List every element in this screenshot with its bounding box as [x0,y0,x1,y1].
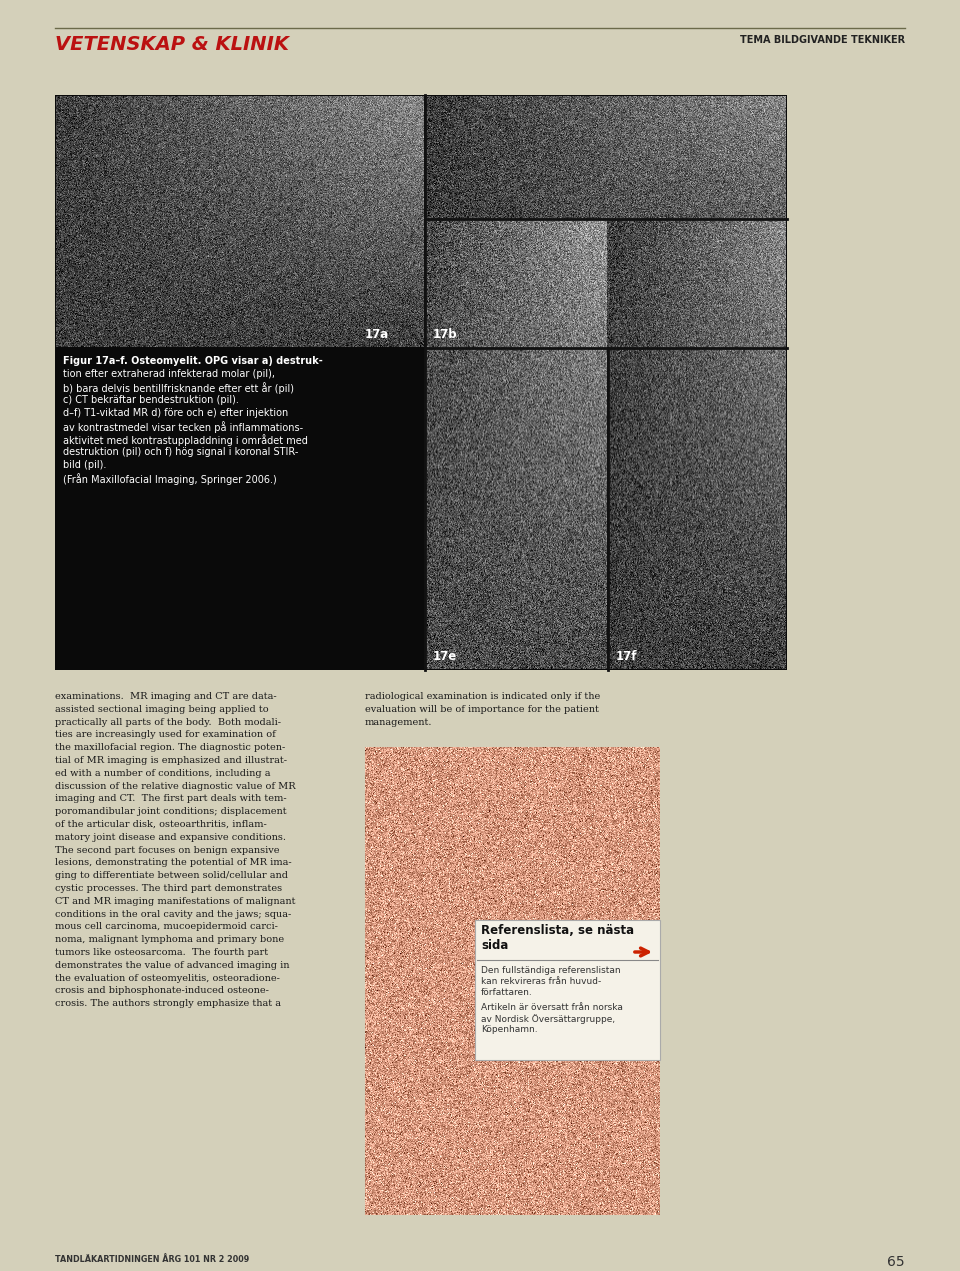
Text: mous cell carcinoma, mucoepidermoid carci-: mous cell carcinoma, mucoepidermoid carc… [55,923,277,932]
Text: demonstrates the value of advanced imaging in: demonstrates the value of advanced imagi… [55,961,290,970]
Text: assisted sectional imaging being applied to: assisted sectional imaging being applied… [55,705,269,714]
Text: 17e: 17e [433,649,457,663]
Text: Artikeln är översatt från norska: Artikeln är översatt från norska [481,1003,623,1012]
Text: (Från Maxillofacial Imaging, Springer 2006.): (Från Maxillofacial Imaging, Springer 20… [63,473,276,486]
Text: 17f: 17f [616,649,637,663]
Bar [475,920,660,1060]
Text: d–f) T1-viktad MR d) före och e) efter injektion: d–f) T1-viktad MR d) före och e) efter i… [63,408,288,418]
Text: b) bara delvis bentillfrisknande efter ett år (pil): b) bara delvis bentillfrisknande efter e… [63,383,294,394]
Text: VETENSKAP & KLINIK: VETENSKAP & KLINIK [55,36,289,53]
Text: destruktion (pil) och f) hög signal i koronal STIR-: destruktion (pil) och f) hög signal i ko… [63,447,299,458]
Text: 17b: 17b [433,328,458,341]
Text: c) CT bekräftar bendestruktion (pil).: c) CT bekräftar bendestruktion (pil). [63,395,239,405]
Text: Den fullständiga referenslistan: Den fullständiga referenslistan [481,966,620,975]
Text: av Nordisk Översättargruppe,: av Nordisk Översättargruppe, [481,1014,615,1024]
Text: practically all parts of the body.  Both modali-: practically all parts of the body. Both … [55,718,281,727]
Text: radiological examination is indicated only if the: radiological examination is indicated on… [365,691,600,702]
Text: the evaluation of osteomyelitis, osteoradione-: the evaluation of osteomyelitis, osteora… [55,974,280,982]
Text: conditions in the oral cavity and the jaws; squa-: conditions in the oral cavity and the ja… [55,910,291,919]
Text: Köpenhamn.: Köpenhamn. [481,1024,538,1035]
Text: Figur 17a–f. Osteomyelit. OPG visar a) destruk-: Figur 17a–f. Osteomyelit. OPG visar a) d… [63,356,323,366]
Text: Referenslista, se nästa
sida: Referenslista, se nästa sida [481,924,635,952]
Text: poromandibular joint conditions; displacement: poromandibular joint conditions; displac… [55,807,287,816]
Text: aktivitet med kontrastuppladdning i området med: aktivitet med kontrastuppladdning i områ… [63,433,308,446]
Text: cystic processes. The third part demonstrates: cystic processes. The third part demonst… [55,885,282,894]
Text: 65: 65 [887,1254,905,1268]
Text: the maxillofacial region. The diagnostic poten-: the maxillofacial region. The diagnostic… [55,744,285,752]
Text: kan rekvireras från huvud-: kan rekvireras från huvud- [481,977,601,986]
Text: management.: management. [365,718,433,727]
Text: av kontrastmedel visar tecken på inflammations-: av kontrastmedel visar tecken på inflamm… [63,421,303,433]
Text: matory joint disease and expansive conditions.: matory joint disease and expansive condi… [55,833,286,841]
Text: lesions, demonstrating the potential of MR ima-: lesions, demonstrating the potential of … [55,858,292,867]
Text: författaren.: författaren. [481,988,533,996]
Text: ed with a number of conditions, including a: ed with a number of conditions, includin… [55,769,271,778]
Text: CT and MR imaging manifestations of malignant: CT and MR imaging manifestations of mali… [55,897,296,906]
Text: discussion of the relative diagnostic value of MR: discussion of the relative diagnostic va… [55,782,296,791]
Bar [55,95,787,670]
Text: imaging and CT.  The first part deals with tem-: imaging and CT. The first part deals wit… [55,794,287,803]
Text: of the articular disk, osteoarthritis, inflam-: of the articular disk, osteoarthritis, i… [55,820,267,829]
Text: The second part focuses on benign expansive: The second part focuses on benign expans… [55,845,279,854]
Text: ties are increasingly used for examination of: ties are increasingly used for examinati… [55,731,276,740]
Text: noma, malignant lymphoma and primary bone: noma, malignant lymphoma and primary bon… [55,935,284,944]
Text: evaluation will be of importance for the patient: evaluation will be of importance for the… [365,705,599,714]
Text: crosis. The authors strongly emphasize that a: crosis. The authors strongly emphasize t… [55,999,281,1008]
Text: TEMA BILDGIVANDE TEKNIKER: TEMA BILDGIVANDE TEKNIKER [740,36,905,44]
Text: 17a: 17a [365,328,389,341]
Text: ging to differentiate between solid/cellular and: ging to differentiate between solid/cell… [55,871,288,881]
Text: crosis and biphosphonate-induced osteone-: crosis and biphosphonate-induced osteone… [55,986,269,995]
Text: tion efter extraherad infekterad molar (pil),: tion efter extraherad infekterad molar (… [63,369,275,379]
Text: TANDLÄKARTIDNINGEN ÅRG 101 NR 2 2009: TANDLÄKARTIDNINGEN ÅRG 101 NR 2 2009 [55,1254,250,1263]
Text: bild (pil).: bild (pil). [63,460,107,470]
Text: tial of MR imaging is emphasized and illustrat-: tial of MR imaging is emphasized and ill… [55,756,287,765]
Text: tumors like osteosarcoma.  The fourth part: tumors like osteosarcoma. The fourth par… [55,948,268,957]
Text: examinations.  MR imaging and CT are data-: examinations. MR imaging and CT are data… [55,691,276,702]
